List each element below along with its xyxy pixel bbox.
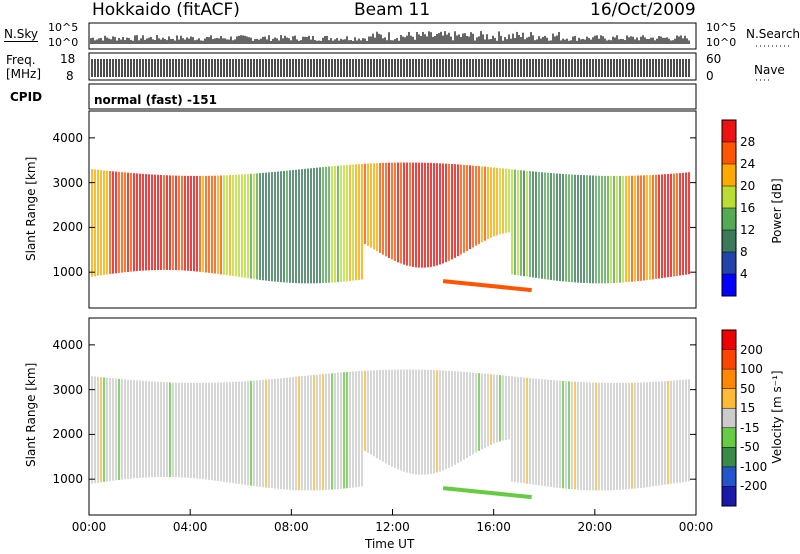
colorbar-tick-label: 8 bbox=[740, 245, 748, 259]
noise-trace bbox=[90, 31, 690, 44]
y-tick-label: 1000 bbox=[52, 265, 83, 280]
power-colorbar-label: Power [dB] bbox=[770, 178, 784, 244]
colorbar-tick-label: -15 bbox=[740, 420, 760, 435]
y-tick-label: 3000 bbox=[52, 382, 83, 397]
echo-feature bbox=[442, 279, 532, 293]
noise-left-tick-top: 10^5 bbox=[48, 21, 79, 34]
colorbar-tick-label: 100 bbox=[740, 362, 763, 377]
colorbar-tick-label: 4 bbox=[740, 267, 748, 281]
colorbar-segment bbox=[722, 164, 736, 187]
x-axis-label: Time UT bbox=[365, 537, 415, 551]
colorbar-segment bbox=[722, 388, 736, 409]
power-panel-frame bbox=[88, 110, 697, 309]
power-heatmap bbox=[91, 162, 690, 293]
x-tick-label: 16:00 bbox=[476, 520, 511, 534]
colorbar-tick-label: 50 bbox=[740, 381, 756, 396]
velocity-heatmap bbox=[91, 369, 690, 500]
beam-label: Beam 11 bbox=[354, 0, 431, 20]
cpid-label: CPID bbox=[10, 90, 43, 104]
colorbar-tick-label: 16 bbox=[740, 201, 756, 215]
colorbar-tick-label: -50 bbox=[740, 440, 760, 455]
power-y-ticks bbox=[89, 137, 696, 273]
velocity-ylabel: Slant Range [km] bbox=[24, 362, 38, 467]
colorbar-segment bbox=[722, 369, 736, 390]
y-tick-label: 4000 bbox=[52, 130, 83, 145]
velocity-colorbar-label: Velocity [m s⁻¹] bbox=[770, 370, 784, 464]
y-tick-label: 4000 bbox=[52, 337, 83, 352]
y-tick-label: 2000 bbox=[52, 220, 83, 235]
colorbar-tick-label: 20 bbox=[740, 179, 756, 193]
colorbar-segment bbox=[722, 230, 736, 253]
y-tick-label: 3000 bbox=[52, 175, 83, 190]
nsearch-label: N.Search bbox=[746, 27, 800, 41]
power-colorbar bbox=[721, 119, 737, 297]
nsky-label: N.Sky bbox=[4, 27, 39, 42]
cpid-value: normal (fast) -151 bbox=[94, 93, 217, 107]
colorbar-segment bbox=[722, 349, 736, 370]
freq-label-line1: Freq. bbox=[6, 53, 36, 67]
velocity-colorbar bbox=[721, 329, 737, 507]
colorbar-segment bbox=[722, 447, 736, 468]
noise-panel-frame bbox=[88, 22, 697, 50]
x-tick-label: 08:00 bbox=[274, 520, 309, 534]
freq-trace bbox=[91, 59, 690, 77]
colorbar-tick-label: -100 bbox=[740, 459, 768, 474]
nave-right-tick-top: 60 bbox=[706, 52, 722, 66]
colorbar-segment bbox=[722, 427, 736, 448]
colorbar-segment bbox=[722, 274, 736, 297]
colorbar-tick-label: 15 bbox=[740, 401, 756, 416]
echo-feature bbox=[442, 486, 532, 500]
colorbar-segment bbox=[722, 142, 736, 165]
colorbar-tick-label: 24 bbox=[740, 157, 756, 171]
freq-left-tick-top: 18 bbox=[60, 52, 76, 66]
x-tick-label: 04:00 bbox=[172, 520, 208, 534]
nave-label: Nave bbox=[754, 63, 785, 77]
y-tick-label: 2000 bbox=[52, 427, 83, 442]
colorbar-tick-label: 12 bbox=[740, 223, 756, 237]
velocity-y-ticks bbox=[89, 344, 696, 480]
y-tick-label: 1000 bbox=[52, 472, 83, 487]
colorbar-segment bbox=[722, 486, 736, 507]
colorbar-segment bbox=[722, 120, 736, 143]
noise-right-tick-bottom: 10^0 bbox=[706, 36, 737, 49]
freq-left-tick-bottom: 8 bbox=[66, 69, 74, 83]
cpid-panel-frame bbox=[88, 83, 697, 110]
freq-label-line2: [MHz] bbox=[6, 67, 42, 81]
freq-panel-frame bbox=[88, 52, 697, 81]
noise-left-tick-bottom: 10^0 bbox=[48, 36, 79, 49]
x-tick-label: 20:00 bbox=[577, 520, 613, 534]
x-tick-label: 12:00 bbox=[375, 520, 410, 534]
site-title: Hokkaido (fitACF) bbox=[92, 0, 240, 20]
colorbar-segment bbox=[722, 186, 736, 209]
colorbar-tick-label: -200 bbox=[740, 479, 768, 494]
colorbar-segment bbox=[722, 330, 736, 351]
colorbar-tick-label: 28 bbox=[740, 135, 756, 149]
x-ticks bbox=[88, 509, 697, 515]
nave-right-tick-bottom: 0 bbox=[706, 69, 714, 83]
date-label: 16/Oct/2009 bbox=[590, 0, 696, 20]
colorbar-segment bbox=[722, 252, 736, 275]
colorbar-segment bbox=[722, 408, 736, 429]
power-ylabel: Slant Range [km] bbox=[24, 156, 38, 261]
colorbar-segment bbox=[722, 466, 736, 487]
colorbar-segment bbox=[722, 208, 736, 231]
x-tick-label: 00:00 bbox=[71, 520, 107, 534]
noise-right-tick-top: 10^5 bbox=[706, 21, 737, 34]
x-tick-label: 00:00 bbox=[678, 520, 714, 534]
colorbar-tick-label: 200 bbox=[740, 342, 763, 357]
colorbar-frame bbox=[721, 329, 737, 507]
